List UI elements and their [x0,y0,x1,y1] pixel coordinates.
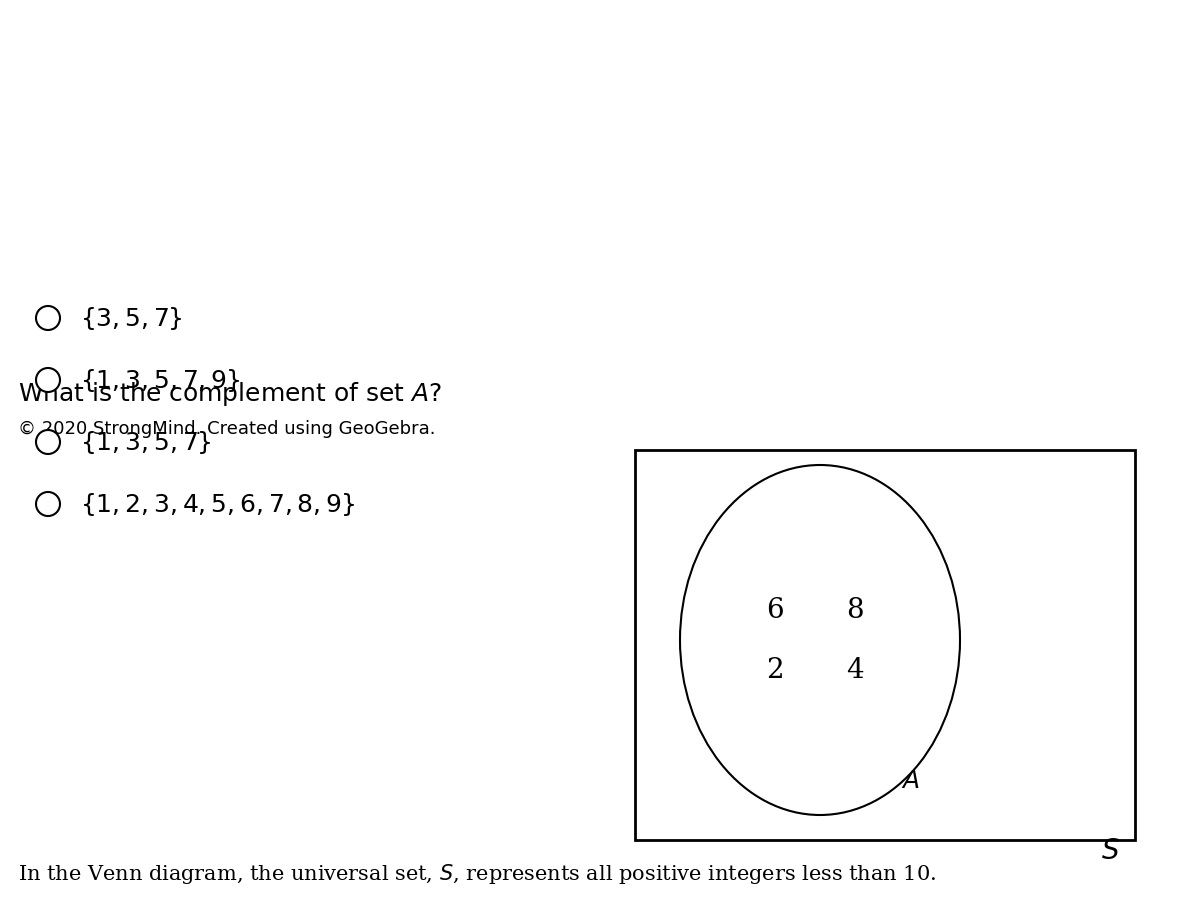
Text: In the Venn diagram, the universal set, $S$, represents all positive integers le: In the Venn diagram, the universal set, … [18,862,936,886]
Text: $\{3, 5, 7\}$: $\{3, 5, 7\}$ [80,305,182,332]
Text: What is the complement of set $A$?: What is the complement of set $A$? [18,380,443,408]
Text: $A$: $A$ [901,770,919,793]
Text: $S$: $S$ [1100,838,1120,865]
Text: © 2020 StrongMind. Created using GeoGebra.: © 2020 StrongMind. Created using GeoGebr… [18,420,436,438]
Circle shape [36,368,60,392]
Text: $\{1, 2, 3, 4, 5, 6, 7, 8, 9\}$: $\{1, 2, 3, 4, 5, 6, 7, 8, 9\}$ [80,491,355,518]
Ellipse shape [680,465,960,815]
Text: $\{1, 3, 5, 7, 9\}$: $\{1, 3, 5, 7, 9\}$ [80,366,240,393]
Circle shape [36,430,60,454]
Circle shape [36,492,60,516]
Text: 8: 8 [846,596,864,623]
Bar [635,450,1135,840]
Text: $\{1, 3, 5, 7\}$: $\{1, 3, 5, 7\}$ [80,428,211,456]
Text: 4: 4 [846,657,864,684]
Circle shape [36,306,60,330]
Text: 6: 6 [766,596,784,623]
Text: 2: 2 [766,657,784,684]
